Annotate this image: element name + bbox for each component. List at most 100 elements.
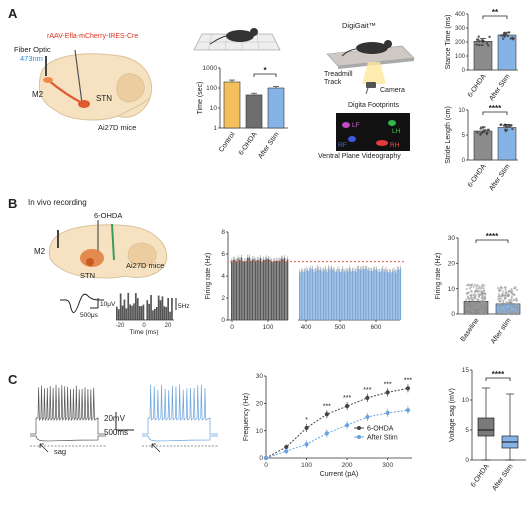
bar xyxy=(310,269,311,320)
data-point xyxy=(480,311,482,313)
bar xyxy=(281,258,282,320)
histogram-bar xyxy=(148,304,150,320)
bar xyxy=(274,261,275,320)
histogram-bar xyxy=(150,295,152,320)
bar xyxy=(265,260,266,320)
bar xyxy=(387,272,388,320)
histogram-bar xyxy=(126,308,128,320)
data-point xyxy=(502,305,504,307)
data-point xyxy=(474,296,476,298)
data-point xyxy=(487,44,489,46)
data-point xyxy=(470,284,472,286)
data-point xyxy=(482,309,484,311)
fiber-optic-label: Fiber Optic xyxy=(14,45,51,54)
histogram-bar xyxy=(122,306,124,320)
x-tick-label: 100 xyxy=(263,324,274,331)
y-tick-label: 30 xyxy=(448,235,456,242)
bar xyxy=(287,259,288,320)
category-label: After stim xyxy=(490,317,513,345)
data-point xyxy=(345,423,349,427)
bar xyxy=(242,261,243,320)
data-point xyxy=(502,301,504,303)
bar xyxy=(301,272,302,320)
bar xyxy=(321,271,322,320)
histogram-bar xyxy=(162,296,164,320)
data-point xyxy=(468,313,470,315)
bar xyxy=(390,272,391,320)
data-point xyxy=(481,291,483,293)
data-point xyxy=(482,313,484,315)
bar xyxy=(260,258,261,320)
bar xyxy=(276,261,277,320)
bar xyxy=(318,270,319,320)
m2-target xyxy=(43,77,53,83)
bar xyxy=(371,271,372,320)
bar xyxy=(245,261,246,320)
bar xyxy=(271,262,272,320)
data-point xyxy=(508,125,510,127)
bar xyxy=(258,260,259,320)
data-point xyxy=(480,297,482,299)
bar xyxy=(373,270,374,320)
data-point xyxy=(474,307,476,309)
data-point xyxy=(484,293,486,295)
data-point xyxy=(502,290,504,292)
bar xyxy=(285,261,286,320)
bar xyxy=(255,261,256,320)
data-point xyxy=(406,408,410,412)
data-point xyxy=(500,311,502,313)
data-point xyxy=(284,449,288,453)
bar xyxy=(237,258,238,320)
data-point xyxy=(483,284,485,286)
data-point xyxy=(505,305,507,307)
x-tick-label: 300 xyxy=(382,462,393,469)
y-tick-label: 1 xyxy=(213,125,217,132)
bar xyxy=(305,270,306,320)
x-tick-label: 0 xyxy=(264,462,268,469)
data-point xyxy=(515,304,517,306)
bar xyxy=(366,269,367,320)
data-point xyxy=(406,386,410,390)
y-tick-label: 0 xyxy=(221,317,225,324)
in-vivo-title: In vivo recording xyxy=(28,198,87,207)
data-point xyxy=(477,305,479,307)
data-point xyxy=(498,293,500,295)
data-point xyxy=(325,431,329,435)
box xyxy=(478,418,494,436)
footprints-image: LF LH RF RH xyxy=(336,113,410,151)
data-point xyxy=(516,299,518,301)
data-point xyxy=(386,411,390,415)
data-point xyxy=(467,295,469,297)
bar xyxy=(320,270,321,320)
data-point xyxy=(264,456,268,460)
bar xyxy=(241,257,242,320)
histogram-bar xyxy=(156,307,158,320)
bar xyxy=(355,272,356,320)
sag-arrow xyxy=(152,444,160,452)
data-point xyxy=(475,294,477,296)
y-tick-label: 0 xyxy=(465,457,469,464)
data-point xyxy=(477,36,479,38)
waveform-scale-t: 500μs xyxy=(80,312,99,319)
bar xyxy=(239,260,240,320)
data-point xyxy=(511,128,513,130)
data-point xyxy=(471,309,473,311)
histogram-bar xyxy=(131,306,133,320)
digigait-label: DigiGait™ xyxy=(342,21,376,30)
bar xyxy=(253,259,254,320)
panel-b-label: B xyxy=(8,196,17,211)
data-point xyxy=(473,311,475,313)
data-point xyxy=(468,299,470,301)
data-point xyxy=(498,305,500,307)
bar xyxy=(334,271,335,320)
data-point xyxy=(487,129,489,131)
significance-label: **** xyxy=(492,370,505,379)
bar xyxy=(336,272,337,320)
data-point xyxy=(516,313,518,315)
histogram-bar xyxy=(133,303,135,320)
data-point xyxy=(475,287,477,289)
y-tick-label: 5 xyxy=(462,133,466,139)
bar xyxy=(236,262,237,320)
